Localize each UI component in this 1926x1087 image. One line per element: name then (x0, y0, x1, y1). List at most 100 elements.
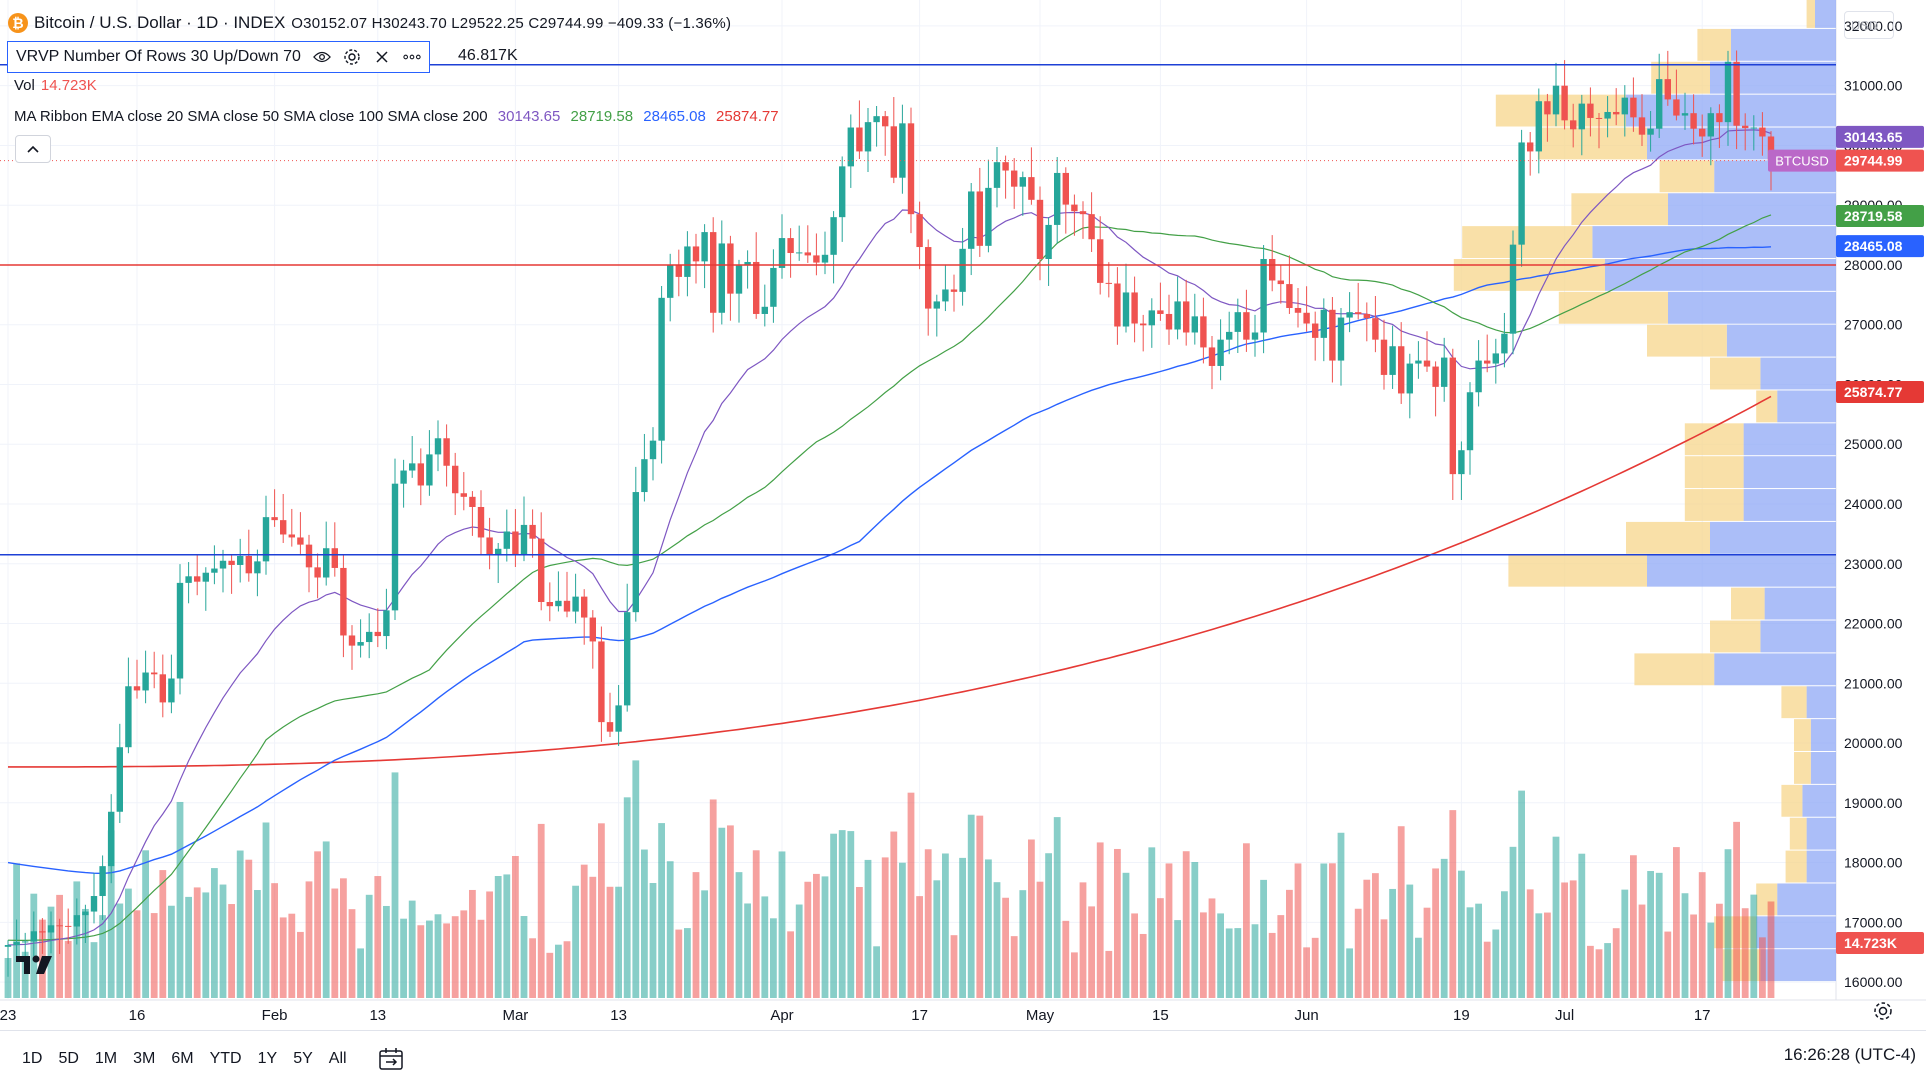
candle-body (228, 560, 235, 565)
volume-bar (916, 896, 923, 998)
timeframe-6m-button[interactable]: 6M (171, 1050, 194, 1067)
candle-body (90, 896, 98, 912)
volume-bar (426, 920, 433, 998)
price-chart[interactable]: 16000.00 17000.00 18000.00 19000.00 20000.00… (0, 0, 1926, 1030)
time-tick-label: May (1026, 1007, 1055, 1024)
tradingview-logo-icon[interactable] (14, 950, 62, 980)
clock-timezone[interactable]: 16:26:28 (UTC-4) (1783, 1045, 1916, 1064)
volume-bar (331, 888, 339, 998)
timeframe-1y-button[interactable]: 1Y (257, 1050, 278, 1067)
candle-body (624, 612, 631, 706)
vp-down-bar (1743, 456, 1836, 489)
collapse-legend-button[interactable] (15, 135, 51, 163)
candle-body (735, 265, 743, 294)
timeframe-5y-button[interactable]: 5Y (293, 1050, 313, 1067)
vp-down-bar (1764, 587, 1836, 620)
more-options-icon[interactable] (403, 48, 421, 66)
volume-bar (1182, 851, 1190, 998)
timeframe-1d-button[interactable]: 1D (22, 1050, 43, 1067)
volume-bar (993, 882, 1001, 998)
volume-bar (899, 862, 906, 998)
volume-bar (1372, 873, 1379, 998)
candle-body (856, 127, 863, 152)
volume-bar (881, 857, 889, 998)
volume-bar (503, 874, 511, 998)
volume-bar (391, 772, 399, 998)
volume-legend[interactable]: Vol 14.723K (14, 77, 97, 94)
volume-bar (64, 940, 72, 998)
candle-body (409, 463, 416, 471)
chart-settings-icon[interactable] (1872, 1000, 1894, 1022)
settings-gear-icon[interactable] (343, 48, 361, 66)
candle-body (56, 925, 63, 927)
timeframe-3m-button[interactable]: 3M (133, 1050, 156, 1067)
volume-bar (735, 872, 743, 998)
volume-bar (787, 931, 794, 998)
vp-up-bar (1710, 357, 1761, 390)
volume-bar (847, 831, 855, 998)
vp-up-bar (1684, 489, 1744, 521)
volume-bar (1458, 870, 1465, 998)
candle-body (1681, 113, 1689, 116)
vp-up-bar (1453, 258, 1605, 291)
volume-bar (116, 903, 124, 998)
candle-body (538, 538, 545, 603)
axis-value-text: 25874.77 (1844, 384, 1903, 400)
candle-body (796, 252, 803, 254)
vp-up-bar (1684, 423, 1744, 456)
currency-selector[interactable]: USD (1844, 11, 1894, 39)
vrvp-indicator-legend[interactable]: VRVP Number Of Rows 30 Up/Down 70 (7, 41, 430, 73)
candle-body (237, 555, 244, 565)
candle-body (125, 686, 132, 748)
volume-bar (1225, 928, 1233, 998)
timeframe-5d-button[interactable]: 5D (58, 1050, 79, 1067)
vp-up-bar (1558, 291, 1668, 324)
volume-bar (1380, 919, 1388, 998)
candle-body (1045, 224, 1052, 259)
volume-bar (675, 929, 683, 998)
vp-down-bar (1810, 719, 1836, 751)
volume-bar (1526, 889, 1534, 998)
volume-bar (1251, 924, 1259, 998)
volume-bar (1088, 906, 1095, 998)
vp-down-bar (1731, 28, 1836, 61)
vp-down-bar (1806, 686, 1836, 719)
volume-bar (1329, 863, 1336, 998)
ma-ribbon-legend[interactable]: MA Ribbon EMA close 20 SMA close 50 SMA … (14, 108, 779, 125)
candle-body (1114, 283, 1121, 327)
eye-icon[interactable] (312, 48, 331, 66)
volume-bar (279, 917, 287, 998)
candle-body (374, 631, 381, 637)
volume-bar (486, 891, 493, 998)
volume-bar (357, 948, 364, 998)
volume-bar (245, 859, 253, 998)
volume-bar (1346, 948, 1353, 998)
timeframe-ytd-button[interactable]: YTD (209, 1050, 242, 1067)
vp-down-bar (1710, 521, 1836, 554)
candle-body (1260, 258, 1267, 333)
volume-bar (641, 849, 648, 998)
candle-body (778, 238, 786, 268)
vp-down-bar (1743, 423, 1836, 456)
time-tick-label: 16 (129, 1007, 146, 1024)
vp-down-bar (1760, 357, 1836, 390)
time-tick-label: Mar (502, 1007, 528, 1024)
symbol-title[interactable]: Bitcoin / U.S. Dollar · 1D · INDEX (34, 13, 286, 32)
timeframe-1m-button[interactable]: 1M (94, 1050, 118, 1067)
volume-bar (1096, 842, 1104, 998)
volume-bar (262, 822, 270, 998)
candle-body (1441, 357, 1448, 387)
volume-bar (537, 823, 545, 998)
volume-bar (813, 873, 820, 998)
candle-body (1200, 316, 1207, 348)
calendar-range-icon[interactable] (377, 1045, 405, 1073)
candle-body (116, 747, 123, 812)
timeframe-all-button[interactable]: All (328, 1050, 347, 1067)
candle-body (1509, 244, 1517, 334)
close-icon[interactable] (373, 48, 391, 66)
volume-bar (271, 883, 278, 998)
price-tick-label: 28000.00 (1844, 257, 1903, 273)
vp-down-bar (1815, 0, 1836, 28)
volume-bar (890, 831, 898, 998)
volume-bar (451, 916, 459, 998)
